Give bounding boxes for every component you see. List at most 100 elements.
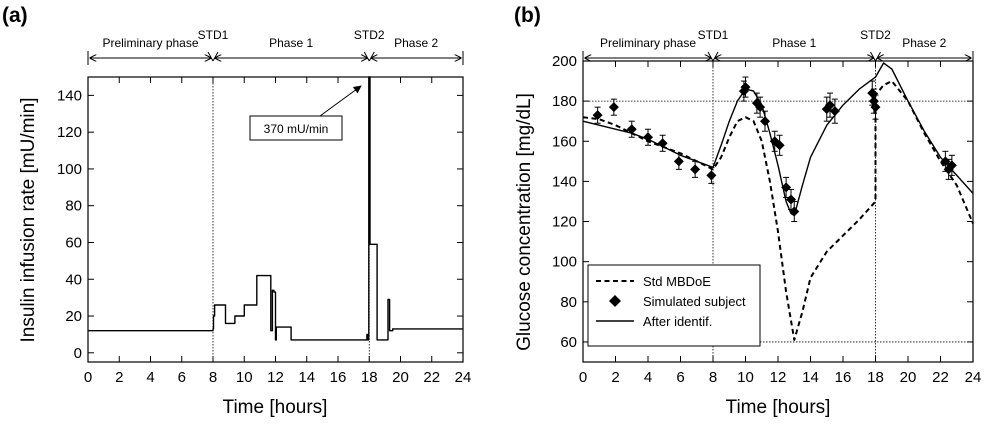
x-tick-label: 14 [298,369,315,386]
phase-label-phase-2: Phase 2 [394,36,438,50]
callout-text: 370 mU/min [264,122,329,136]
y-tick-label: 20 [65,308,82,325]
y-tick-label: 140 [57,87,82,104]
x-tick-label: 4 [146,369,154,386]
phase-label-phase-1: Phase 1 [269,36,313,50]
data-point-simulated-subject [690,164,701,175]
panel-a-x-axis: 0 2 4 6 8 10 12 14 16 18 20 22 24 [84,77,472,386]
callout-box [249,115,343,141]
y-tick-label: 100 [57,161,82,178]
data-point-simulated-subject [870,102,881,113]
y-tick-label: 100 [552,254,577,271]
panel-b-label: (b) [514,4,541,27]
y-tick-label: 200 [552,53,577,70]
marker-pointer [363,51,370,62]
panel-b-y-axis: 60 80 100 120 140 160 180 200 [552,53,973,351]
x-tick-label: 18 [361,369,378,386]
x-tick-label: 2 [115,369,123,386]
x-tick-label: 4 [644,369,652,386]
panel-b: (b) Preliminary phase Phase 1 Phase 2 ST… [514,4,981,418]
panel-b-legend: Std MBDoE Simulated subject After identi… [587,264,761,347]
x-tick-label: 16 [835,369,852,386]
panel-a-y-axis: 0 20 40 60 80 100 120 140 [57,87,463,362]
x-tick-label: 8 [709,369,717,386]
panel-b-x-axis: 0 2 4 6 8 10 12 14 16 18 20 22 24 [579,61,982,386]
panel-a-label: (a) [2,4,28,27]
data-point-simulated-subject [592,110,603,121]
phase-label-phase-2: Phase 2 [902,36,946,50]
phase-label-preliminary: Preliminary phase [102,36,198,50]
y-tick-label: 140 [552,173,577,190]
data-point-simulated-subject [774,140,785,151]
phase-label-phase-1: Phase 1 [772,36,816,50]
x-tick-label: 14 [802,369,819,386]
data-point-simulated-subject [626,124,637,135]
legend-swatch-simulated-subject [609,295,621,307]
y-tick-label: 120 [57,124,82,141]
panel-a-y-axis-title: Insulin infusion rate [mU/min] [18,98,39,343]
series-line-insulin-infusion [88,76,463,341]
marker-pointer [368,51,375,62]
x-tick-label: 6 [178,369,186,386]
x-tick-label: 8 [209,369,217,386]
x-tick-label: 10 [737,369,754,386]
panel-a-series [88,76,463,341]
std2-marker-label: STD2 [860,28,891,42]
std1-marker-label: STD1 [198,28,229,42]
legend-box [587,264,761,347]
data-point-simulated-subject [706,170,717,181]
callout-arrow [319,85,362,117]
x-tick-label: 18 [867,369,884,386]
panel-b-phase-bar: Preliminary phase Phase 1 Phase 2 STD1 S… [582,28,974,65]
x-tick-label: 22 [932,369,949,386]
std2-marker-label: STD2 [354,28,385,42]
marker-pointer [870,51,876,62]
panel-a-phase-bar: Preliminary phase Phase 1 Phase 2 STD1 S… [87,28,464,65]
x-tick-label: 12 [267,369,284,386]
x-tick-label: 24 [965,369,982,386]
panel-b-y-axis-title: Glucose concentration [mg/dL] [514,93,535,351]
x-tick-label: 6 [676,369,684,386]
marker-pointer [712,51,719,62]
data-point-simulated-subject [829,106,840,117]
panel-a-callout: 370 mU/min [249,85,362,141]
legend-label-std-mbdoe: Std MBDoE [643,274,711,289]
series-line-after-identif [582,62,974,217]
x-tick-label: 24 [455,369,472,386]
marker-pointer [207,51,214,62]
data-point-simulated-subject [608,102,619,113]
y-tick-label: 0 [74,345,82,362]
x-tick-label: 10 [236,369,253,386]
y-tick-label: 120 [552,214,577,231]
y-tick-label: 60 [65,234,82,251]
y-tick-label: 40 [65,271,82,288]
x-tick-label: 20 [392,369,409,386]
x-tick-label: 2 [611,369,619,386]
marker-pointer [875,51,881,62]
y-tick-label: 160 [552,133,577,150]
panel-b-x-axis-title: Time [hours] [726,397,831,418]
x-tick-label: 16 [330,369,347,386]
x-tick-label: 12 [770,369,787,386]
data-point-simulated-subject [673,156,684,167]
panel-a: (a) Preliminary phase Phase 1 Phase 2 ST… [2,4,471,418]
y-tick-label: 60 [560,334,577,351]
y-tick-label: 80 [65,198,82,215]
data-point-simulated-subject [825,100,835,111]
panel-b-series [582,62,974,341]
std1-marker-label: STD1 [698,28,729,42]
phase-label-preliminary: Preliminary phase [600,36,696,50]
series-line-std-mbdoe [582,80,974,341]
y-tick-label: 180 [552,93,577,110]
x-tick-label: 20 [900,369,917,386]
marker-pointer [707,51,714,62]
legend-label-simulated-subject: Simulated subject [643,294,746,309]
x-tick-label: 22 [423,369,440,386]
x-tick-label: 0 [84,369,92,386]
legend-label-after-identif: After identif. [643,314,712,329]
panel-a-x-axis-title: Time [hours] [223,397,328,418]
marker-pointer [212,51,219,62]
x-tick-label: 0 [579,369,587,386]
y-tick-label: 80 [560,294,577,311]
